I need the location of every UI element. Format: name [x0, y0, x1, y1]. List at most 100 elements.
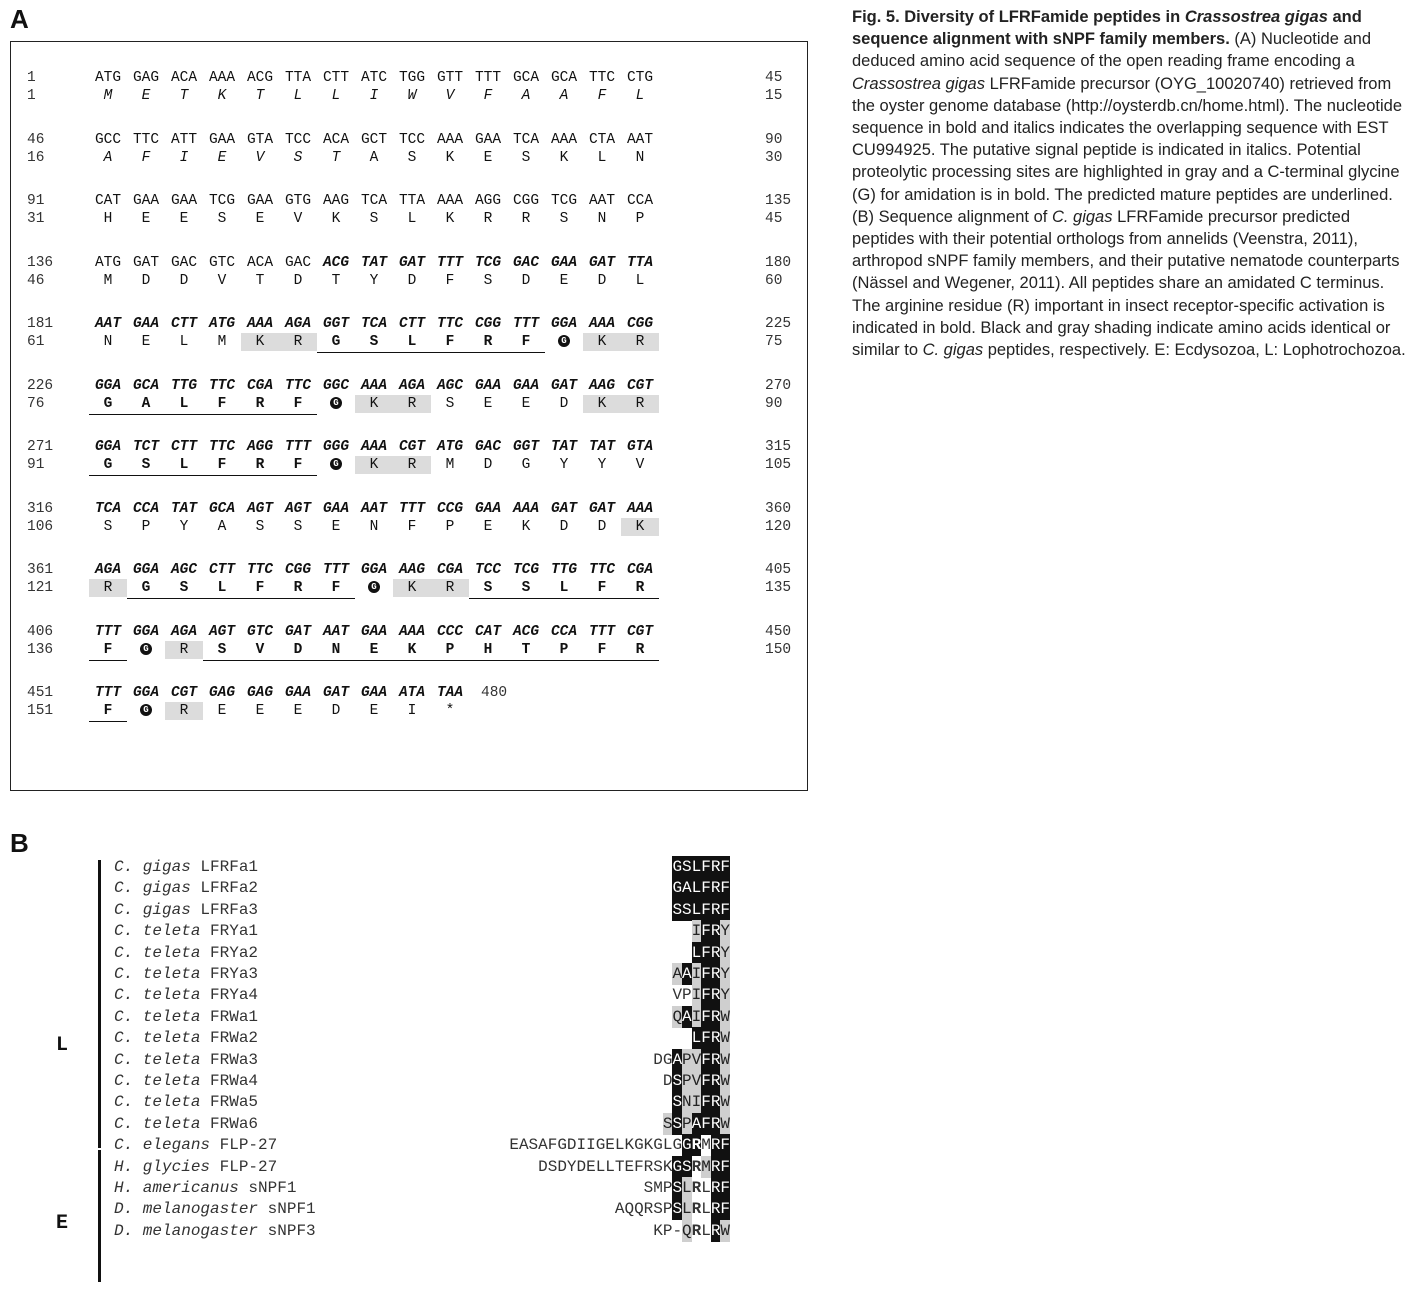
residue: M — [653, 1179, 663, 1197]
codon: GGC — [322, 377, 350, 394]
peptide-label: sNPF3 — [258, 1221, 316, 1240]
amino-acid: R — [165, 702, 203, 720]
nucleotide-row: 46 GCC TTC ATT GAA GTA TCC ACA GCT TCC AAA GAA TCA AA… — [27, 131, 807, 149]
codon: CGG — [284, 562, 312, 578]
residue: Y — [720, 920, 731, 943]
amino-acid: S — [369, 211, 379, 227]
residue: F — [701, 920, 711, 943]
peptide-label: FRYa4 — [200, 986, 259, 1005]
codon: AGA — [284, 316, 312, 332]
codon: AAA — [550, 131, 578, 148]
residue: R — [710, 1048, 721, 1071]
codon: TTC — [132, 131, 160, 148]
amino-acid: L — [165, 456, 203, 476]
species-name: C. teleta — [114, 986, 201, 1005]
residue: L — [701, 1221, 711, 1240]
amino-acid: F — [241, 579, 279, 599]
codon: AAA — [360, 377, 388, 394]
codon: TTA — [284, 70, 312, 86]
codon: TTC — [208, 439, 236, 455]
residue: S — [672, 1070, 683, 1092]
amino-acid: F — [583, 641, 621, 661]
codon: AAT — [360, 500, 388, 517]
amino-acid: R — [431, 579, 469, 597]
peptide-sequence: EASAFGDIIGELKGKGLGGRMRF — [509, 1134, 731, 1157]
amino-acid: F — [279, 395, 317, 415]
amino-acid: V — [293, 211, 303, 227]
peptide-sequence: IFRY — [691, 920, 731, 943]
residue: A — [518, 1136, 529, 1155]
residue: F — [720, 1134, 731, 1157]
codon: GAC — [512, 254, 540, 271]
nt-end-number: 315 — [765, 439, 792, 455]
residue: Q — [672, 1005, 683, 1028]
codon: GGA — [132, 562, 160, 578]
amino-acid: G — [545, 333, 583, 351]
amino-acid: S — [445, 395, 455, 412]
caption-text-1: (A) Nucleotide and deduced amino acid se… — [852, 30, 1372, 71]
amino-acid: A — [521, 88, 531, 104]
amino-acid: A — [127, 395, 165, 415]
codon: AAA — [360, 439, 388, 455]
residue: I — [586, 1136, 596, 1155]
peptide-name: C. teleta FRWa1 — [114, 1006, 258, 1028]
amino-acid: E — [217, 703, 227, 719]
alignment-row: C. gigas LFRFa2 GALFRF — [110, 877, 730, 900]
amino-acid: R — [621, 394, 659, 413]
peptide-label: FLP-27 — [210, 1157, 278, 1176]
residue: L — [605, 1157, 615, 1176]
residue: F — [701, 1112, 711, 1135]
residue: R — [643, 1157, 654, 1176]
residue: K — [643, 1136, 654, 1155]
amino-acid: D — [141, 272, 151, 289]
codon: CGG — [512, 193, 540, 209]
codon: AAA — [588, 316, 616, 332]
codon: AGA — [94, 562, 122, 578]
group-e-label: E — [56, 1212, 69, 1235]
residue: L — [691, 856, 702, 878]
amino-acid: L — [635, 272, 645, 289]
nt-end-number: 450 — [765, 623, 792, 640]
codon: TTT — [512, 316, 540, 332]
amino-acid: R — [469, 333, 507, 353]
residue: P — [662, 1179, 673, 1197]
panel-a-label: A — [10, 4, 29, 34]
caption-title-species: Crassostrea gigas — [1184, 8, 1328, 26]
peptide-label: FRYa1 — [200, 922, 259, 941]
codon: ATG — [94, 70, 122, 86]
amino-acid: Y — [179, 518, 189, 535]
residue: W — [720, 1027, 731, 1050]
amino-acid: I — [369, 88, 379, 104]
residue: V — [691, 1048, 702, 1071]
codon: CTA — [588, 131, 616, 148]
codon: GAA — [170, 193, 198, 209]
amino-acid: R — [621, 333, 659, 351]
residue: W — [720, 1048, 731, 1071]
amino-acid: K — [331, 211, 341, 227]
amino-acid: E — [483, 518, 493, 535]
residue: G — [672, 1136, 683, 1155]
codon: CGT — [626, 623, 654, 640]
codon: AAA — [398, 623, 426, 640]
peptide-sequence: DSPVFRW — [663, 1070, 730, 1092]
glycine-amidation-mark: G — [330, 458, 342, 471]
residue: I — [691, 1005, 702, 1028]
peptide-sequence: SMPSLRLRF — [644, 1177, 730, 1199]
residue: S — [672, 1198, 683, 1221]
amino-acid: F — [407, 518, 417, 535]
peptide-sequence: AAIFRY — [672, 963, 730, 985]
amino-acid: A — [559, 88, 569, 104]
codon: GCT — [360, 131, 388, 148]
amino-acid: F — [431, 333, 469, 353]
amino-acid: E — [293, 703, 303, 719]
codon: GAC — [284, 254, 312, 271]
codon: GAA — [550, 254, 578, 271]
codon: CCA — [132, 500, 160, 517]
residue: F — [701, 1048, 711, 1071]
aa-start-number: 16 — [27, 149, 45, 166]
residue: F — [701, 1070, 711, 1092]
codon: TTG — [550, 562, 578, 578]
residue: E — [586, 1157, 596, 1176]
codon: AAT — [588, 193, 616, 209]
amino-acid: L — [545, 579, 583, 599]
